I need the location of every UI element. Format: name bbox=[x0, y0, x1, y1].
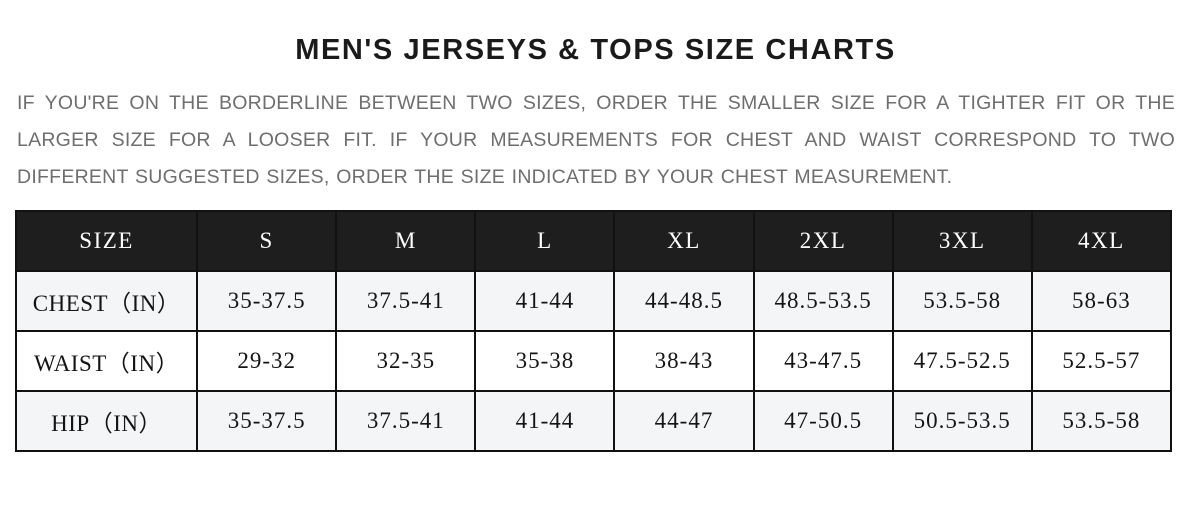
cell-waist-m: 32-35 bbox=[335, 330, 477, 392]
cell-chest-l: 41-44 bbox=[474, 270, 616, 332]
page-title: MEN'S JERSEYS & TOPS SIZE CHARTS bbox=[295, 34, 896, 66]
row-label-waist: WAIST（IN） bbox=[14, 330, 199, 392]
cell-waist-3xl: 47.5-52.5 bbox=[891, 330, 1033, 392]
sizing-instructions: IF YOU'RE ON THE BORDERLINE BETWEEN TWO … bbox=[17, 92, 1175, 188]
row-label-chest: CHEST（IN） bbox=[14, 270, 199, 332]
header-cell-l: L bbox=[474, 210, 616, 272]
cell-chest-4xl: 58-63 bbox=[1030, 270, 1173, 332]
row-label-hip: HIP（IN） bbox=[14, 390, 199, 452]
cell-waist-s: 29-32 bbox=[196, 330, 338, 392]
cell-waist-xl: 38-43 bbox=[613, 330, 755, 392]
cell-chest-3xl: 53.5-58 bbox=[891, 270, 1033, 332]
table-row: HIP（IN） 35-37.5 37.5-41 41-44 44-47 47-5… bbox=[14, 390, 1173, 452]
cell-hip-2xl: 47-50.5 bbox=[752, 390, 894, 452]
cell-chest-m: 37.5-41 bbox=[335, 270, 477, 332]
cell-chest-2xl: 48.5-53.5 bbox=[752, 270, 894, 332]
cell-hip-3xl: 50.5-53.5 bbox=[891, 390, 1033, 452]
cell-waist-4xl: 52.5-57 bbox=[1030, 330, 1173, 392]
header-cell-xl: XL bbox=[613, 210, 755, 272]
cell-hip-xl: 44-47 bbox=[613, 390, 755, 452]
cell-hip-l: 41-44 bbox=[474, 390, 616, 452]
header-cell-size: SIZE bbox=[14, 210, 199, 272]
cell-waist-l: 35-38 bbox=[474, 330, 616, 392]
table-header: SIZE S M L XL 2XL 3XL 4XL bbox=[14, 210, 1173, 272]
size-chart-table: SIZE S M L XL 2XL 3XL 4XL CHEST（IN） 35-3… bbox=[14, 210, 1173, 452]
cell-hip-s: 35-37.5 bbox=[196, 390, 338, 452]
table-row: WAIST（IN） 29-32 32-35 35-38 38-43 43-47.… bbox=[14, 330, 1173, 392]
cell-hip-4xl: 53.5-58 bbox=[1030, 390, 1173, 452]
cell-chest-s: 35-37.5 bbox=[196, 270, 338, 332]
header-row: SIZE S M L XL 2XL 3XL 4XL bbox=[14, 210, 1173, 272]
header-cell-m: M bbox=[335, 210, 477, 272]
header-cell-2xl: 2XL bbox=[752, 210, 894, 272]
cell-waist-2xl: 43-47.5 bbox=[752, 330, 894, 392]
size-table-container: SIZE S M L XL 2XL 3XL 4XL CHEST（IN） 35-3… bbox=[0, 196, 1191, 452]
header-cell-3xl: 3XL bbox=[891, 210, 1033, 272]
header-cell-s: S bbox=[196, 210, 338, 272]
table-body: CHEST（IN） 35-37.5 37.5-41 41-44 44-48.5 … bbox=[14, 270, 1173, 452]
header-cell-4xl: 4XL bbox=[1030, 210, 1173, 272]
table-row: CHEST（IN） 35-37.5 37.5-41 41-44 44-48.5 … bbox=[14, 270, 1173, 332]
cell-chest-xl: 44-48.5 bbox=[613, 270, 755, 332]
cell-hip-m: 37.5-41 bbox=[335, 390, 477, 452]
